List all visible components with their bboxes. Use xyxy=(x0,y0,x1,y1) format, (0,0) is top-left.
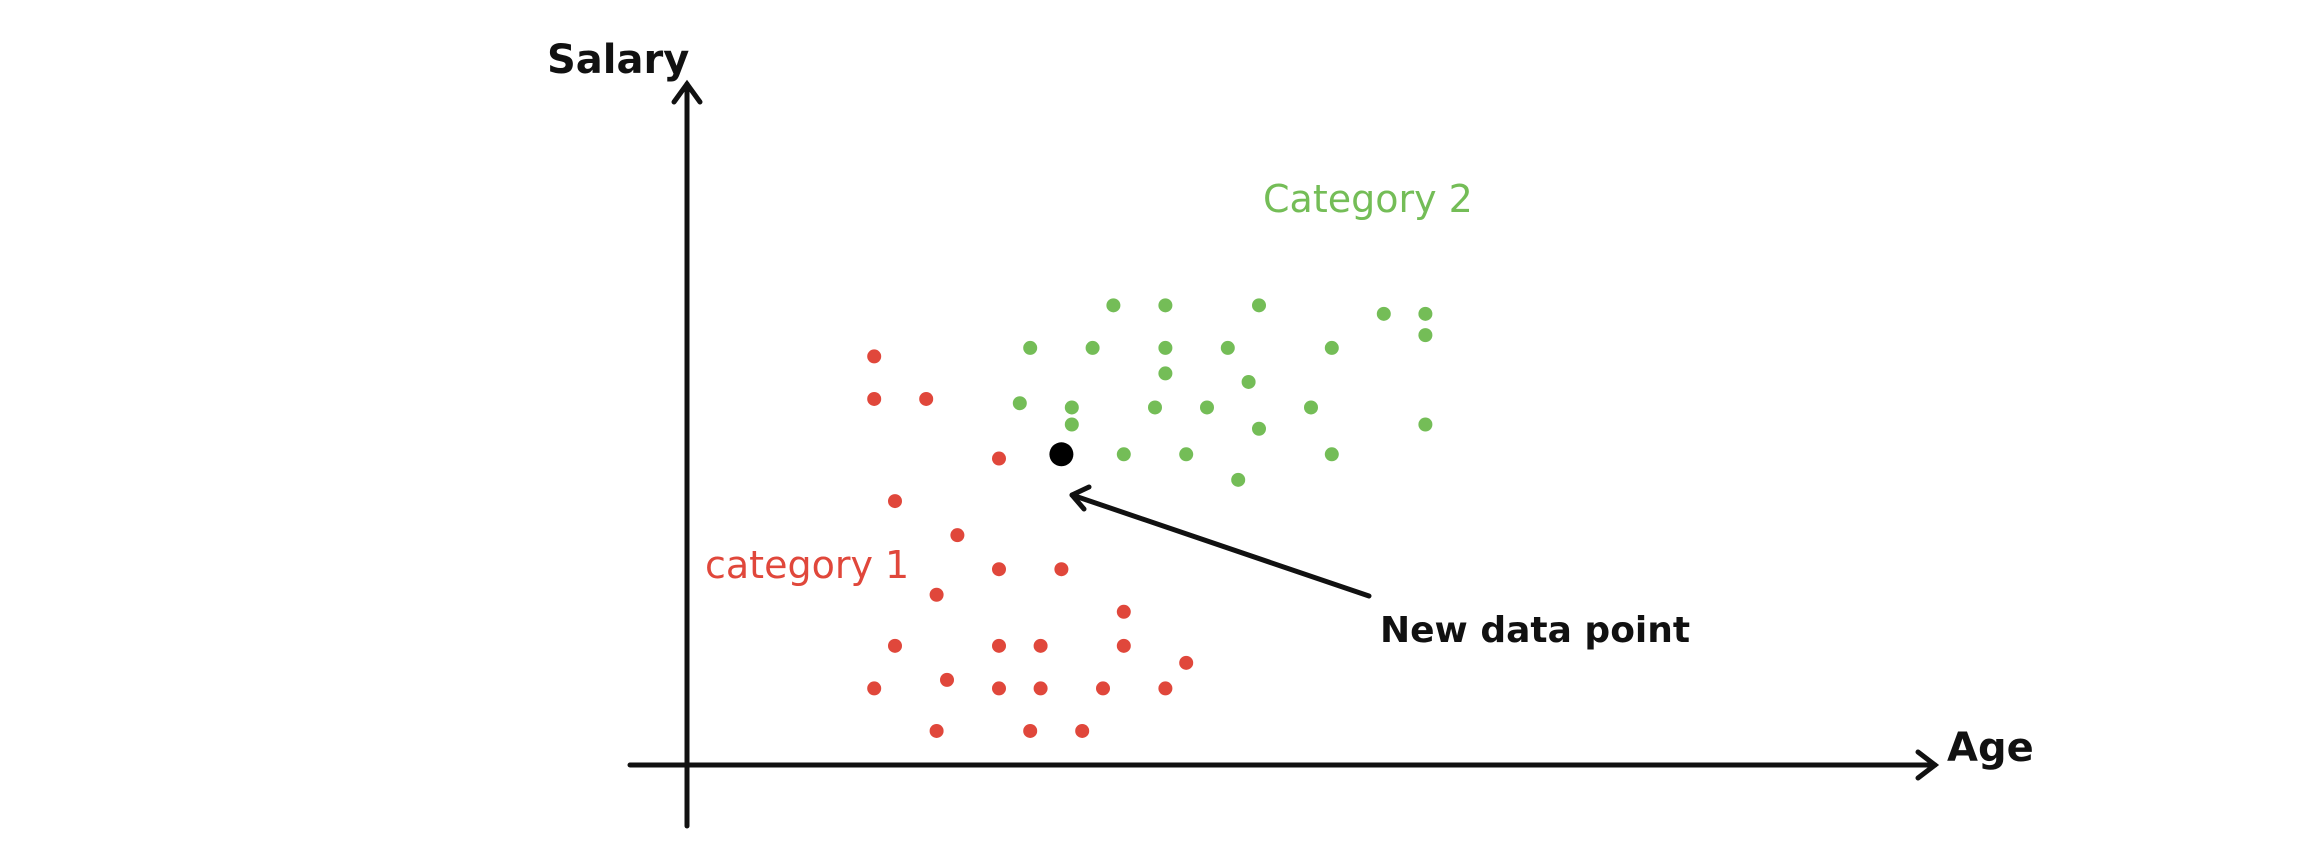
category-2-point-16 xyxy=(1148,400,1162,415)
category-2-point-24 xyxy=(1324,447,1339,462)
category-2-point-1 xyxy=(1106,298,1121,313)
category-2-point-25 xyxy=(1231,472,1246,487)
category-1-point-20 xyxy=(1096,681,1110,696)
category-1-point-13 xyxy=(1033,638,1048,653)
category-1-point-21 xyxy=(1158,681,1173,696)
category-2-point-23 xyxy=(1179,447,1194,462)
category-2-point-5 xyxy=(1418,306,1433,321)
category-1-point-10 xyxy=(1116,604,1131,619)
category-2-point-21 xyxy=(1418,417,1433,432)
category-1-point-14 xyxy=(1116,638,1131,653)
category-2-point-22 xyxy=(1116,447,1131,462)
category-2-point-19 xyxy=(1064,417,1079,432)
category-1-point-12 xyxy=(992,638,1006,653)
new-data-point xyxy=(1049,442,1074,467)
new-data-point-label: New data point xyxy=(1380,610,1690,651)
x-axis-label: Age xyxy=(1947,725,2034,771)
x-axis-arrowhead xyxy=(1915,749,1940,781)
points-layer xyxy=(867,298,1433,738)
category-2-point-6 xyxy=(1418,328,1433,343)
category-1-point-17 xyxy=(1033,681,1048,696)
category-1-point-15 xyxy=(1179,655,1194,670)
category-2-point-12 xyxy=(1241,374,1256,389)
category-1-point-18 xyxy=(867,681,882,696)
category-2-point-18 xyxy=(1304,400,1318,415)
category-1-point-5 xyxy=(888,494,902,509)
category-1-point-9 xyxy=(929,587,944,602)
category-1-point-3 xyxy=(919,391,934,406)
category-2-label: Category 2 xyxy=(1263,177,1473,221)
category-2-point-15 xyxy=(1064,400,1079,415)
new-point-arrow-line xyxy=(1069,492,1372,599)
category-2-point-14 xyxy=(1012,396,1027,411)
category-1-point-2 xyxy=(867,391,882,406)
y-axis-arrowhead xyxy=(671,79,703,105)
category-1-point-6 xyxy=(950,528,965,543)
y-axis-label: Salary xyxy=(547,37,689,83)
category-1-point-1 xyxy=(867,349,882,364)
category-2-point-11 xyxy=(1324,340,1339,355)
category-2-point-3 xyxy=(1252,298,1266,313)
new-point-arrowhead xyxy=(1069,484,1092,512)
category-1-label: category 1 xyxy=(705,543,909,587)
category-1-point-4 xyxy=(992,451,1006,466)
category-2-point-10 xyxy=(1220,340,1235,355)
category-2-point-8 xyxy=(1085,340,1100,355)
category-2-point-4 xyxy=(1376,306,1391,321)
category-2-point-9 xyxy=(1158,340,1173,355)
category-1-point-7 xyxy=(992,562,1006,577)
category-2-point-20 xyxy=(1252,421,1266,436)
category-2-point-7 xyxy=(1023,340,1038,355)
annotations-group: category 1 Category 2 New data point xyxy=(705,177,1690,651)
category-2-point-13 xyxy=(1158,366,1173,381)
category-1-point-23 xyxy=(1023,723,1038,738)
category-2-point-2 xyxy=(1158,298,1173,313)
category-2-point-17 xyxy=(1200,400,1214,415)
axes-group: Age Salary xyxy=(547,37,2034,829)
category-1-point-22 xyxy=(929,723,944,738)
category-1-point-16 xyxy=(940,672,954,687)
category-1-point-11 xyxy=(888,638,902,653)
category-1-point-19 xyxy=(992,681,1006,696)
category-1-point-24 xyxy=(1075,723,1090,738)
category-1-point-8 xyxy=(1054,562,1069,577)
